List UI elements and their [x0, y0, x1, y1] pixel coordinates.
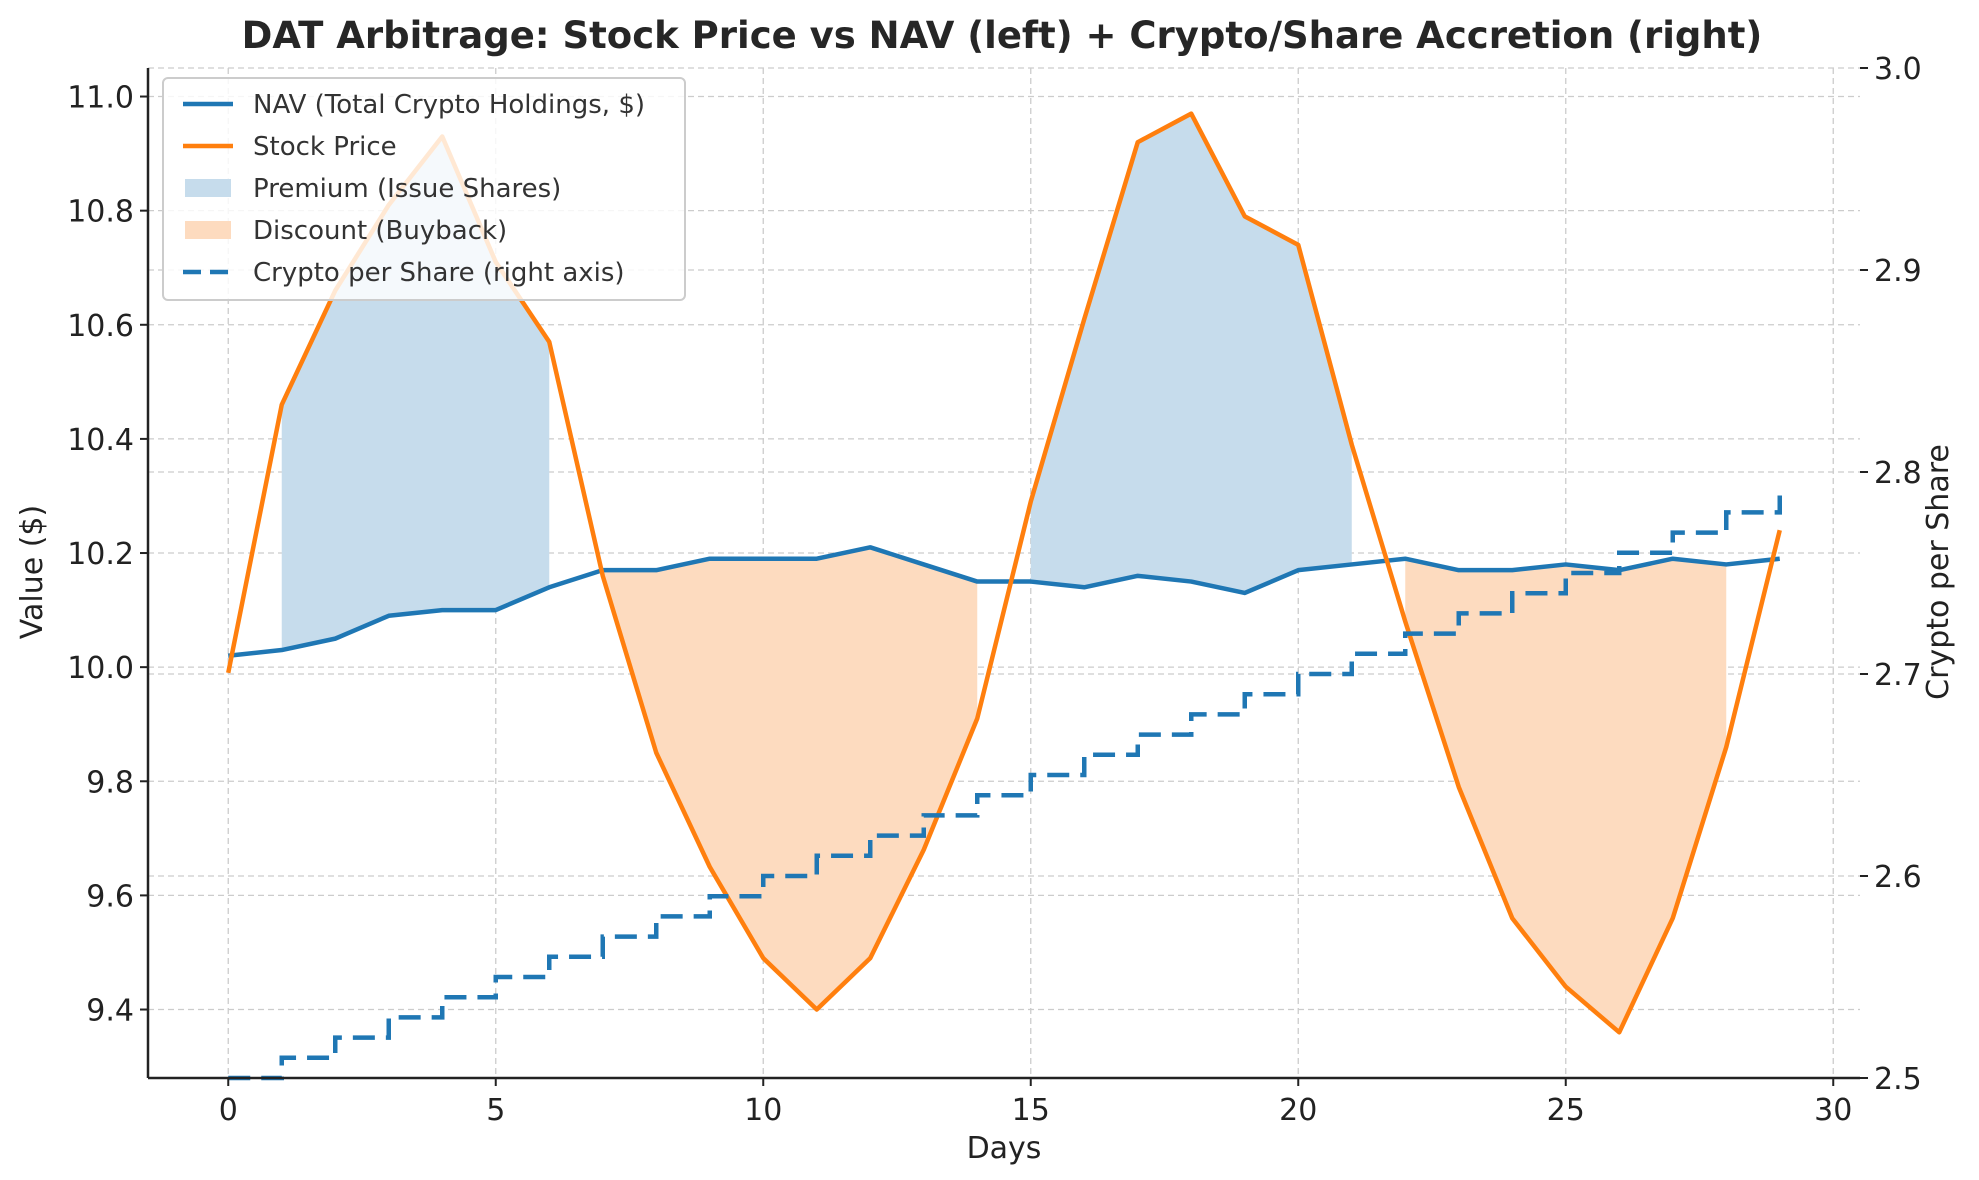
y-tick-label-right: 2.5: [1874, 1062, 1922, 1097]
y-tick-label-left: 9.6: [86, 879, 134, 914]
y-tick-label-left: 10.8: [67, 195, 134, 230]
x-tick-label: 0: [219, 1093, 238, 1128]
x-axis-label: Days: [967, 1131, 1042, 1166]
legend-label: Discount (Buyback): [253, 216, 507, 246]
legend-label: NAV (Total Crypto Holdings, $): [253, 90, 645, 120]
y-tick-label-left: 9.4: [86, 994, 134, 1029]
premium-fill: [1030, 113, 1352, 593]
legend: NAV (Total Crypto Holdings, $) Stock Pric…: [162, 77, 686, 301]
y-tick-label-left: 10.0: [67, 651, 134, 686]
axes: [146, 68, 1860, 1080]
x-tick-label: 5: [486, 1093, 505, 1128]
x-tick-label: 20: [1279, 1093, 1317, 1128]
legend-label: Premium (Issue Shares): [253, 174, 561, 204]
y-tick-label-left: 10.6: [67, 309, 134, 344]
y-tick-label-right: 2.9: [1874, 254, 1922, 289]
legend-swatch-patch: [185, 221, 231, 239]
x-tick-label: 15: [1012, 1093, 1050, 1128]
legend-swatch-patch: [185, 179, 231, 197]
legend-label: Crypto per Share (right axis): [253, 258, 625, 288]
y-tick-label-right: 2.7: [1874, 658, 1922, 693]
x-tick-label: 25: [1547, 1093, 1585, 1128]
chart-title: DAT Arbitrage: Stock Price vs NAV (left)…: [242, 14, 1763, 57]
x-tick-label: 10: [744, 1093, 782, 1128]
legend-box: [162, 77, 686, 301]
discount-fill: [1405, 558, 1727, 1033]
crypto-per-share-line: [228, 492, 1782, 1081]
nav-line: [228, 545, 1780, 658]
y-axis-label: Value ($): [15, 505, 50, 639]
legend-label: Stock Price: [253, 132, 397, 162]
y-tick-label-left: 11.0: [67, 81, 134, 116]
x-tick-label: 30: [1814, 1093, 1852, 1128]
y-tick-label-left: 10.2: [67, 537, 134, 572]
y-tick-label-left: 10.4: [67, 423, 134, 458]
y-tick-label-right: 2.6: [1874, 860, 1922, 895]
ticks: 0 5 10 15 20 25 30 9.4 9.6 9.8 10.0 10.2 10.4 10.6 10.…: [67, 52, 1922, 1128]
y-tick-label-left: 9.8: [86, 765, 134, 800]
y-tick-label-right: 2.8: [1874, 456, 1922, 491]
y-tick-label-right: 3.0: [1874, 52, 1922, 87]
y-right-axis-label: Crypto per Share: [1921, 444, 1956, 700]
discount-fill: [602, 547, 978, 1010]
